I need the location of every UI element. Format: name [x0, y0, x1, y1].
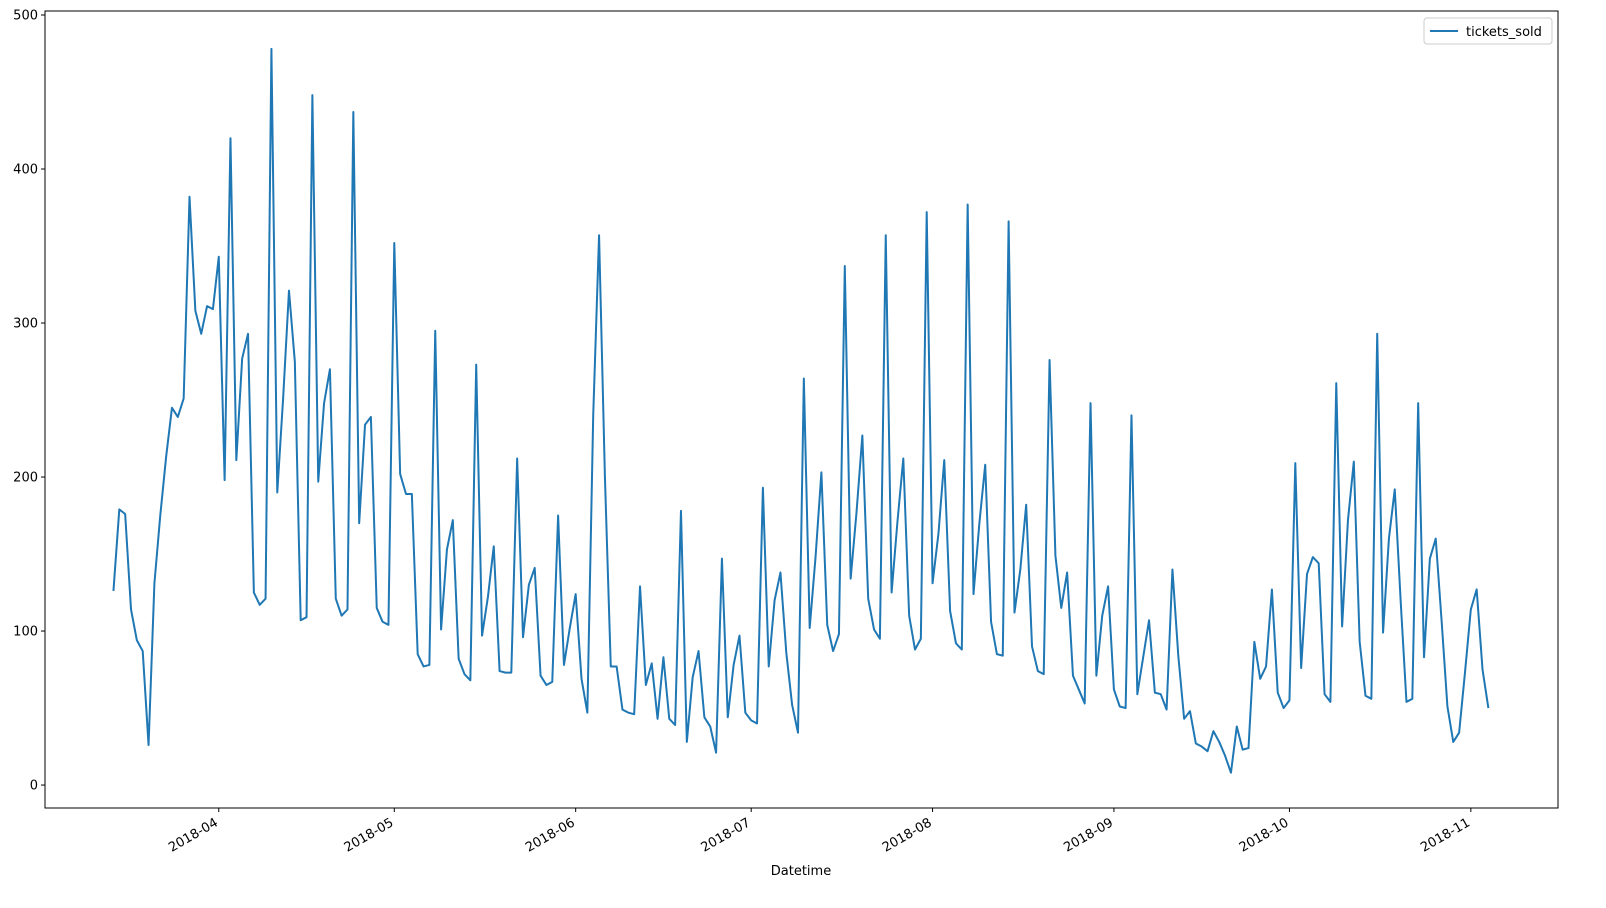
x-tick-label: 2018-06: [523, 815, 578, 855]
x-tick-label: 2018-09: [1061, 815, 1116, 855]
x-tick-label: 2018-05: [342, 815, 397, 855]
x-tick-label: 2018-11: [1418, 815, 1473, 855]
data-line: [112, 47, 1490, 774]
y-tick-label: 100: [13, 625, 38, 640]
legend-box: [1423, 17, 1553, 45]
x-axis-label: Datetime: [771, 864, 831, 879]
x-tick-label: 2018-08: [880, 815, 935, 855]
legend-label: tickets_sold: [1466, 25, 1542, 40]
y-tick-label: 500: [13, 9, 38, 24]
x-tick-label: 2018-07: [699, 815, 754, 855]
y-tick-label: 400: [13, 163, 38, 178]
x-tick-label: 2018-10: [1237, 815, 1292, 855]
y-tick-label: 200: [13, 471, 38, 486]
y-tick-label: 0: [30, 779, 38, 794]
x-tick-label: 2018-04: [166, 815, 221, 855]
plot-frame: [44, 10, 1559, 809]
y-tick-label: 300: [13, 317, 38, 332]
